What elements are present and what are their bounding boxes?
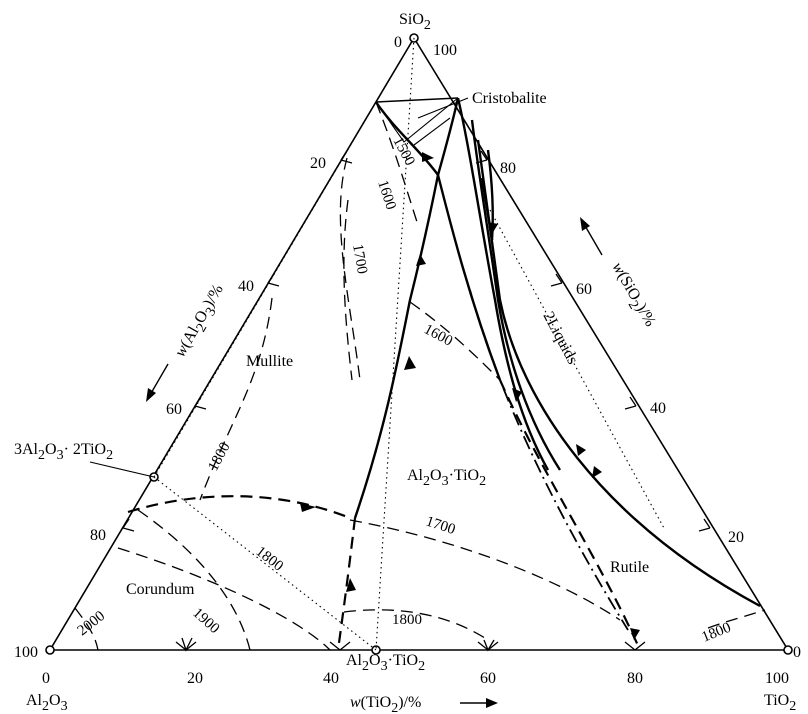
bottom-tick-20: 20 <box>187 670 203 687</box>
left-tick-80: 80 <box>90 527 106 544</box>
cristobalite-inner-line <box>413 117 451 146</box>
arrow-segment-right <box>480 177 494 241</box>
isotherm-1600 <box>343 199 353 381</box>
isotherm-1800-lower <box>117 547 331 651</box>
cristobalite-label: Cristobalite <box>472 90 547 107</box>
tio2-vertex-marker <box>783 645 793 655</box>
boundary-rutile-al2o3tio2 <box>498 379 642 651</box>
right-tick-80: 80 <box>500 160 516 177</box>
join-2liquids <box>489 209 666 531</box>
bottom-tick-40: 40 <box>323 670 339 687</box>
cristobalite-field-edge <box>375 97 459 143</box>
isotherm-1800-left <box>199 297 273 501</box>
left-axis-arrow <box>149 363 169 396</box>
right-tick-60: 60 <box>576 281 592 298</box>
boundary-dashdot <box>469 289 629 631</box>
left-axis-arrowhead <box>146 388 156 402</box>
isotherm-1600-upper <box>375 101 419 226</box>
isotherm-label-1800-left: 1800 <box>205 440 233 474</box>
compound-bottom-label: Al2O3·TiO2 <box>346 652 425 674</box>
isotherm-label-1500: 1500 <box>389 134 417 168</box>
join-compounds <box>153 476 377 651</box>
isotherm-1900 <box>137 509 251 651</box>
bottom-tick-100: 100 <box>765 670 789 687</box>
bottom-axis-ticks <box>175 641 646 651</box>
vertex-sio2-label: SiO2 <box>399 11 431 33</box>
join-sio2-al2o3tio2 <box>375 37 415 651</box>
boundary-arrows <box>300 152 640 640</box>
right-axis-title: w(SiO2)/% <box>604 260 659 333</box>
isotherm-label-1800-bottom: 1800 <box>392 612 422 628</box>
isotherm-2000 <box>74 607 99 651</box>
mullite-label: Mullite <box>246 353 293 370</box>
boundary-mullite-corundum <box>127 495 351 520</box>
cristobalite-upper-line <box>375 97 459 103</box>
boundary-to-compound-left <box>336 517 357 651</box>
right-axis-arrow <box>583 223 603 256</box>
left-axis-title: w(Al2O3)/% <box>172 282 231 363</box>
bottom-tick-60: 60 <box>480 670 496 687</box>
isotherm-label-1700-upper: 1700 <box>349 243 370 275</box>
left-tick-40: 40 <box>238 278 254 295</box>
isotherm-label-1800-right: 1800 <box>700 620 734 646</box>
isotherm-label-1600-mid: 1600 <box>421 321 455 349</box>
right-tick-20: 20 <box>728 529 744 546</box>
al2o3-tio2-field-label: Al2O3·TiO2 <box>407 467 486 489</box>
boundary-2liquids-left <box>456 97 550 471</box>
right-axis-ticks <box>475 150 711 532</box>
bottom-tick-0: 0 <box>42 670 50 687</box>
isotherm-label-1800-lower: 1800 <box>253 544 286 575</box>
join-mullite <box>153 37 415 478</box>
compound-left-label: 3Al2O3· 2TiO2 <box>14 441 113 463</box>
right-axis-arrowhead <box>580 217 590 231</box>
isotherm-label-1700: 1700 <box>424 514 457 538</box>
isotherm-1800-bottom <box>343 609 489 641</box>
boundary-1500 <box>375 101 439 176</box>
compound-left-leader <box>89 461 155 478</box>
top-corner-left-tick: 0 <box>394 34 402 51</box>
right-corner-0: 0 <box>793 644 801 661</box>
boundary-cristobalite-right <box>436 97 460 176</box>
rutile-label: Rutile <box>610 559 649 576</box>
left-tick-20: 20 <box>310 155 326 172</box>
isotherm-label-1900: 1900 <box>189 605 222 637</box>
bottom-tick-1800 <box>483 639 495 652</box>
bottom-tick-80: 80 <box>627 670 643 687</box>
isotherm-label-1600-upper: 1600 <box>374 178 398 211</box>
triangle-frame <box>48 36 790 651</box>
left-corner-100: 100 <box>14 644 38 661</box>
isotherm-1800-right <box>707 609 766 629</box>
vertex-al2o3-label: Al2O3 <box>26 692 68 714</box>
left-tick-60: 60 <box>166 401 182 418</box>
bottom-axis-arrowhead <box>486 698 498 708</box>
right-tick-40: 40 <box>650 400 666 417</box>
mullite-al2o3tio2-boundary <box>353 174 440 519</box>
isotherm-1600-mid <box>409 301 501 381</box>
boundary-2liquids-inner <box>470 119 562 471</box>
vertex-tio2-label: TiO2 <box>764 692 796 714</box>
bottom-tick-1900 <box>181 637 193 652</box>
isotherm-1700-upper <box>339 157 361 381</box>
corundum-label: Corundum <box>126 581 195 598</box>
isotherm-label-2000: 2000 <box>75 608 108 639</box>
al2o3-vertex-marker <box>45 645 55 655</box>
two-liquids-label: 2Liquids <box>539 309 581 367</box>
bottom-axis-title: w(TiO2)/% <box>350 694 421 714</box>
top-corner-right-tick: 100 <box>433 42 457 59</box>
isotherm-1700 <box>349 519 621 621</box>
